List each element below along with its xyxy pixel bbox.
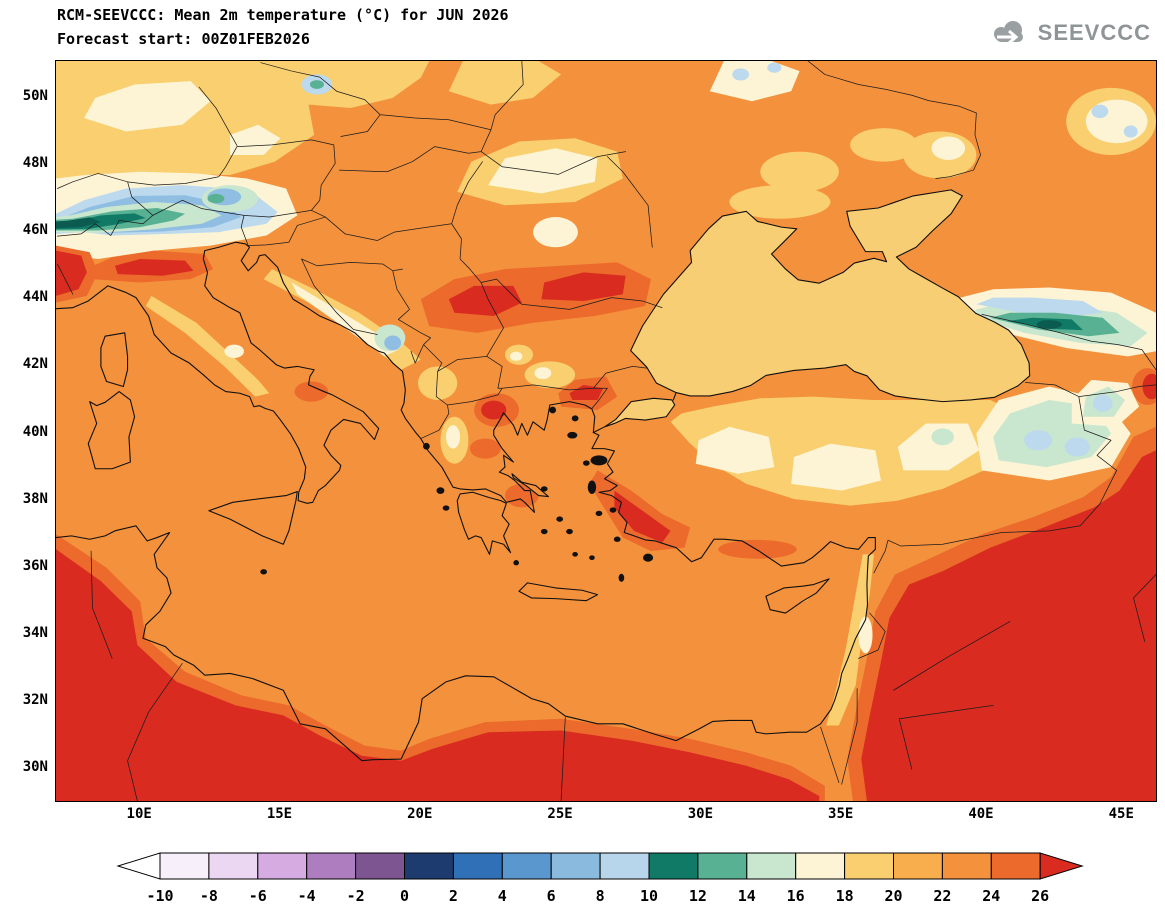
lat-tick-label: 48N (12, 155, 48, 171)
map-title: RCM-SEEVCCC: Mean 2m temperature (°C) fo… (57, 6, 509, 24)
lon-tick-label: 30E (678, 806, 722, 822)
lon-tick-label: 10E (117, 806, 161, 822)
temperature-map (56, 61, 1156, 801)
cloud-arrow-icon (988, 18, 1032, 48)
colorbar-tick-label: 16 (787, 887, 805, 905)
colorbar-segment (747, 853, 796, 879)
forecast-start-label: Forecast start: 00Z01FEB2026 (57, 30, 310, 48)
colorbar-segment (845, 853, 894, 879)
colorbar-tick-label: 10 (640, 887, 658, 905)
colorbar-segment (502, 853, 551, 879)
colorbar-tick-label: -10 (146, 887, 173, 905)
colorbar-segment (698, 853, 747, 879)
lon-tick-label: 20E (398, 806, 442, 822)
colorbar-right-arrow (1040, 853, 1082, 879)
colorbar-tick-label: -8 (200, 887, 218, 905)
colorbar-tick-label: 0 (400, 887, 409, 905)
colorbar-segment (649, 853, 698, 879)
lat-tick-label: 30N (12, 759, 48, 775)
lat-tick-label: 44N (12, 289, 48, 305)
colorbar-segment (258, 853, 307, 879)
colorbar-tick-label: 20 (884, 887, 902, 905)
colorbar-segment (209, 853, 258, 879)
lon-tick-label: 25E (538, 806, 582, 822)
colorbar: -10-8-6-4-202468101214161820222426 (0, 845, 1165, 907)
temperature-field (56, 61, 1156, 801)
colorbar-tick-label: 14 (738, 887, 756, 905)
colorbar-left-arrow (118, 853, 160, 879)
lat-tick-label: 50N (12, 88, 48, 104)
colorbar-tick-label: 24 (982, 887, 1000, 905)
colorbar-tick-label: 6 (547, 887, 556, 905)
lat-tick-label: 34N (12, 625, 48, 641)
colorbar-segment (551, 853, 600, 879)
colorbar-tick-label: 18 (836, 887, 854, 905)
colorbar-tick-label: 12 (689, 887, 707, 905)
lat-tick-label: 42N (12, 356, 48, 372)
map-plot-area (55, 60, 1157, 802)
colorbar-tick-label: 22 (933, 887, 951, 905)
lon-tick-label: 45E (1099, 806, 1143, 822)
colorbar-segment (600, 853, 649, 879)
colorbar-tick-label: 8 (596, 887, 605, 905)
colorbar-segment (942, 853, 991, 879)
lon-tick-label: 40E (959, 806, 1003, 822)
colorbar-segment (160, 853, 209, 879)
colorbar-segment (894, 853, 943, 879)
colorbar-segment (356, 853, 405, 879)
colorbar-tick-label: -4 (298, 887, 316, 905)
lat-tick-label: 46N (12, 222, 48, 238)
lat-tick-label: 38N (12, 491, 48, 507)
lon-tick-label: 35E (819, 806, 863, 822)
lat-tick-label: 36N (12, 558, 48, 574)
colorbar-tick-label: -2 (347, 887, 365, 905)
colorbar-tick-label: 2 (449, 887, 458, 905)
lat-tick-label: 32N (12, 692, 48, 708)
colorbar-segment (307, 853, 356, 879)
colorbar-segment (796, 853, 845, 879)
colorbar-tick-label: 26 (1031, 887, 1049, 905)
colorbar-segment (453, 853, 502, 879)
colorbar-tick-label: -6 (249, 887, 267, 905)
lat-tick-label: 40N (12, 424, 48, 440)
weather-map-page: RCM-SEEVCCC: Mean 2m temperature (°C) fo… (0, 0, 1165, 907)
colorbar-tick-label: 4 (498, 887, 507, 905)
lon-tick-label: 15E (257, 806, 301, 822)
logo-text: SEEVCCC (1038, 20, 1151, 46)
colorbar-segment (405, 853, 454, 879)
seevccc-logo: SEEVCCC (988, 18, 1151, 48)
colorbar-segment (991, 853, 1040, 879)
